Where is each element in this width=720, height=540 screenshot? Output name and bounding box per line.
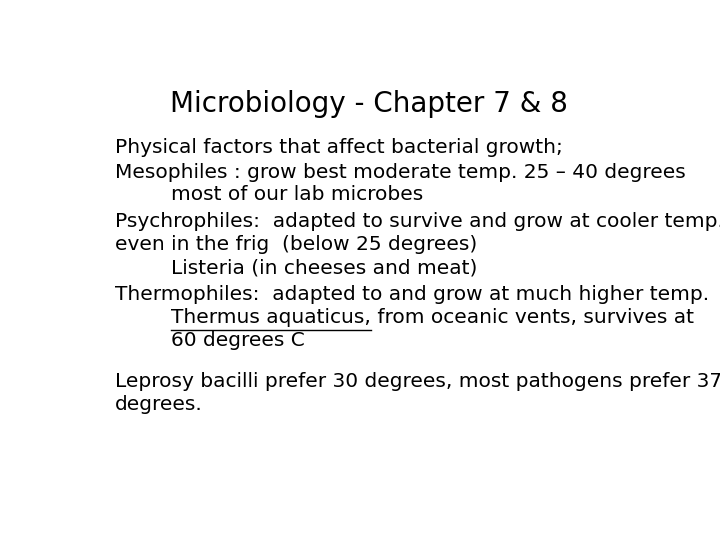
Text: from oceanic vents, survives at: from oceanic vents, survives at [371,308,694,327]
Text: Thermophiles:  adapted to and grow at much higher temp.: Thermophiles: adapted to and grow at muc… [115,285,709,304]
Text: most of our lab microbes: most of our lab microbes [171,185,423,204]
Text: Psychrophiles:  adapted to survive and grow at cooler temp.,: Psychrophiles: adapted to survive and gr… [115,212,720,232]
Text: Leprosy bacilli prefer 30 degrees, most pathogens prefer 37: Leprosy bacilli prefer 30 degrees, most … [115,373,720,392]
Text: even in the frig  (below 25 degrees): even in the frig (below 25 degrees) [115,235,477,254]
Text: Mesophiles : grow best moderate temp. 25 – 40 degrees: Mesophiles : grow best moderate temp. 25… [115,163,686,181]
Text: Microbiology - Chapter 7 & 8: Microbiology - Chapter 7 & 8 [170,90,568,118]
Text: Physical factors that affect bacterial growth;: Physical factors that affect bacterial g… [115,138,563,157]
Text: 60 degrees C: 60 degrees C [171,331,305,350]
Text: Listeria (in cheeses and meat): Listeria (in cheeses and meat) [171,258,477,277]
Text: Thermus aquaticus,: Thermus aquaticus, [171,308,371,327]
Text: degrees.: degrees. [115,395,203,414]
